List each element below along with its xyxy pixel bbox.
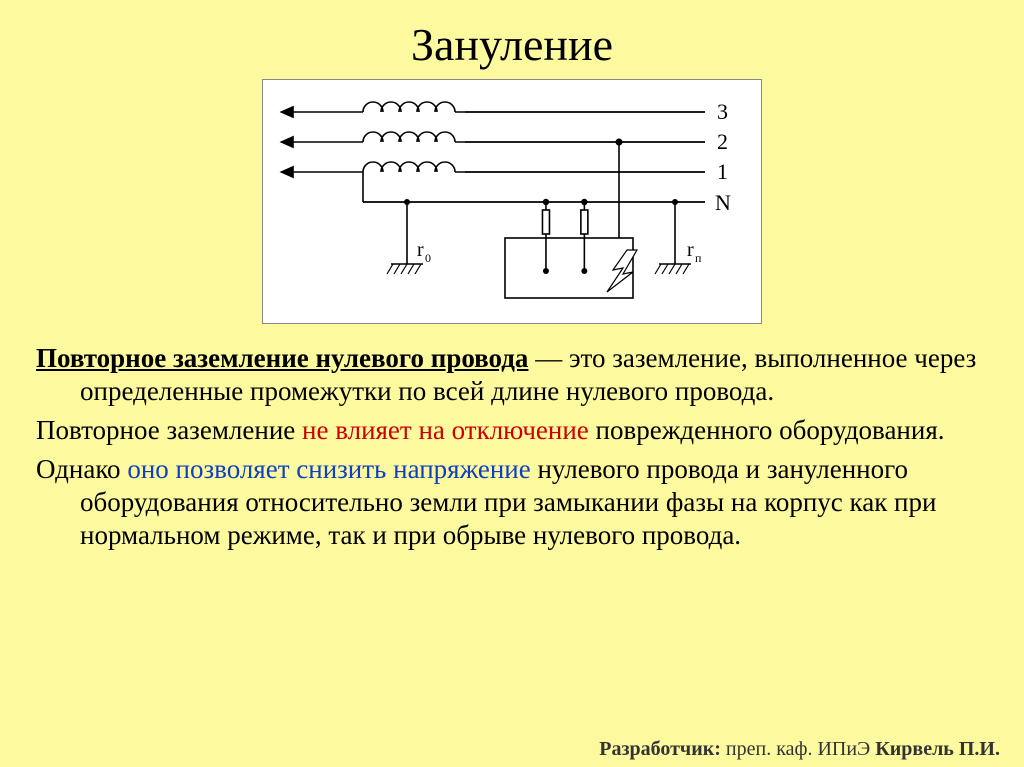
text-segment: оно позволяет снизить напряжение	[127, 454, 530, 484]
body-text: Повторное заземление нулевого провода — …	[0, 342, 1024, 552]
svg-text:1: 1	[717, 159, 728, 184]
author-prefix: Разработчик:	[599, 738, 721, 760]
author-line: Разработчик: преп. каф. ИПиЭ Кирвель П.И…	[599, 738, 1000, 761]
paragraph: Повторное заземление нулевого провода — …	[36, 342, 988, 408]
paragraph: Повторное заземление не влияет на отключ…	[36, 414, 988, 447]
text-segment: Повторное заземление нулевого провода	[36, 343, 528, 373]
svg-text:п: п	[695, 251, 702, 265]
circuit-diagram: 321Nr0rп	[262, 79, 762, 324]
slide: Зануление 321Nr0rп Повторное заземление …	[0, 0, 1024, 767]
svg-text:3: 3	[717, 99, 728, 124]
svg-text:r: r	[687, 239, 694, 261]
author-name: Кирвель П.И.	[875, 738, 1000, 760]
svg-text:0: 0	[425, 251, 431, 265]
svg-text:2: 2	[717, 129, 728, 154]
author-role: преп. каф. ИПиЭ	[721, 738, 875, 760]
paragraph: Однако оно позволяет снизить напряжение …	[36, 453, 988, 552]
diagram-svg: 321Nr0rп	[269, 86, 755, 312]
page-title: Зануление	[0, 0, 1024, 79]
svg-text:N: N	[715, 190, 731, 215]
text-segment: не влияет на отключение	[302, 415, 589, 445]
text-segment: Повторное заземление	[36, 415, 302, 445]
svg-text:r: r	[417, 239, 424, 261]
text-segment: поврежденного оборудования.	[589, 415, 945, 445]
text-segment: Однако	[36, 454, 127, 484]
